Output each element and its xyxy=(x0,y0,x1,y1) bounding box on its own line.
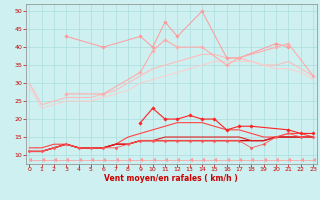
X-axis label: Vent moyen/en rafales ( km/h ): Vent moyen/en rafales ( km/h ) xyxy=(104,174,238,183)
